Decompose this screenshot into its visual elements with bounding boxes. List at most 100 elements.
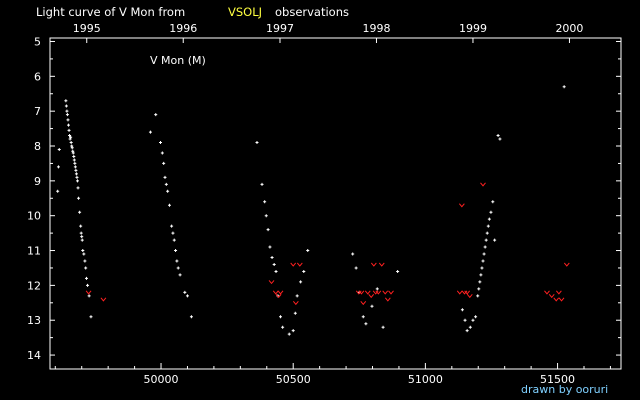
fainter-than-point bbox=[458, 203, 465, 208]
visual-point bbox=[465, 329, 469, 333]
y-tick-label: 8 bbox=[34, 140, 41, 153]
visual-point bbox=[491, 200, 495, 204]
fainter-than-point bbox=[466, 294, 473, 299]
year-tick-label: 1996 bbox=[169, 22, 197, 35]
visual-point bbox=[291, 329, 295, 333]
visual-point bbox=[81, 249, 85, 253]
visual-point bbox=[75, 179, 79, 183]
visual-point bbox=[484, 238, 488, 242]
visual-point bbox=[476, 294, 480, 298]
visual-point bbox=[65, 113, 69, 117]
y-tick-label: 11 bbox=[27, 245, 41, 258]
visual-point bbox=[375, 287, 379, 291]
visual-point bbox=[77, 196, 81, 200]
visual-point bbox=[498, 137, 502, 141]
visual-point bbox=[71, 149, 75, 153]
fainter-than-point bbox=[375, 290, 382, 295]
fainter-than-point bbox=[268, 280, 275, 285]
visual-point bbox=[478, 280, 482, 284]
visual-point bbox=[78, 210, 82, 214]
visual-point bbox=[68, 137, 72, 141]
fainter-than-point bbox=[464, 290, 471, 295]
visual-point bbox=[70, 146, 74, 150]
fainter-than-point bbox=[384, 297, 391, 302]
visual-point bbox=[493, 238, 497, 242]
visual-point bbox=[76, 186, 80, 190]
visual-point bbox=[166, 189, 170, 193]
visual-point bbox=[299, 280, 303, 284]
visual-point bbox=[79, 224, 83, 228]
visual-point bbox=[496, 134, 500, 138]
fainter-than-point bbox=[360, 300, 367, 306]
y-tick-label: 10 bbox=[27, 210, 41, 223]
visual-point bbox=[70, 144, 74, 148]
visual-point bbox=[487, 217, 491, 221]
visual-point bbox=[69, 141, 73, 145]
visual-point bbox=[463, 318, 467, 322]
visual-point bbox=[73, 161, 77, 165]
fainter-than-point bbox=[553, 297, 560, 302]
fainter-than-point bbox=[292, 300, 299, 306]
visual-point bbox=[164, 182, 168, 186]
y-tick-label: 7 bbox=[34, 105, 41, 118]
fainter-than-point bbox=[296, 262, 303, 267]
visual-point bbox=[471, 318, 475, 322]
visual-point bbox=[82, 252, 86, 256]
visual-point bbox=[370, 304, 374, 308]
visual-point bbox=[185, 294, 189, 298]
visual-point bbox=[65, 109, 69, 113]
visual-point bbox=[158, 141, 162, 145]
visual-point bbox=[279, 315, 283, 319]
visual-point bbox=[174, 249, 178, 253]
visual-point bbox=[272, 262, 276, 266]
visual-point bbox=[260, 182, 264, 186]
visual-point bbox=[562, 85, 566, 89]
fainter-than-point bbox=[277, 290, 284, 295]
fainter-than-point bbox=[548, 294, 555, 299]
chart-title-prefix: Light curve of V Mon from bbox=[36, 5, 185, 19]
visual-point bbox=[72, 154, 76, 158]
visual-point bbox=[84, 276, 88, 280]
visual-point bbox=[175, 259, 179, 263]
fainter-than-observations bbox=[85, 182, 570, 306]
y-tick-label: 9 bbox=[34, 175, 41, 188]
fainter-than-point bbox=[358, 290, 365, 295]
fainter-than-point bbox=[382, 290, 389, 295]
visual-point bbox=[66, 118, 70, 122]
visual-point bbox=[56, 189, 60, 193]
visual-point bbox=[162, 161, 166, 165]
visual-point bbox=[486, 224, 490, 228]
visual-point bbox=[483, 245, 487, 249]
visual-point bbox=[263, 200, 267, 204]
visual-point bbox=[354, 266, 358, 270]
x-tick-label: 51000 bbox=[408, 373, 443, 386]
visual-point bbox=[163, 175, 167, 179]
visual-point bbox=[57, 147, 61, 151]
visual-point bbox=[460, 308, 464, 312]
visual-point bbox=[72, 158, 76, 162]
visual-point bbox=[266, 228, 270, 232]
year-tick-label: 1997 bbox=[266, 22, 294, 35]
visual-point bbox=[74, 172, 78, 176]
fainter-than-point bbox=[480, 182, 486, 187]
visual-point bbox=[477, 287, 481, 291]
x-tick-label: 50500 bbox=[276, 373, 311, 386]
fainter-than-point bbox=[544, 290, 550, 295]
visual-point bbox=[474, 315, 478, 319]
fainter-than-point bbox=[388, 290, 394, 295]
fainter-than-point bbox=[272, 290, 279, 295]
fainter-than-point bbox=[290, 262, 297, 267]
fainter-than-point bbox=[275, 294, 282, 299]
visual-point bbox=[295, 294, 299, 298]
visual-point bbox=[306, 249, 310, 253]
y-tick-label: 6 bbox=[34, 70, 41, 83]
visual-point bbox=[167, 203, 171, 207]
visual-observations bbox=[56, 85, 566, 336]
fainter-than-point bbox=[378, 262, 385, 267]
year-tick-label: 1999 bbox=[459, 22, 487, 35]
credit-label: drawn by ooruri bbox=[521, 383, 608, 396]
visual-point bbox=[154, 113, 158, 117]
visual-point bbox=[83, 259, 87, 263]
